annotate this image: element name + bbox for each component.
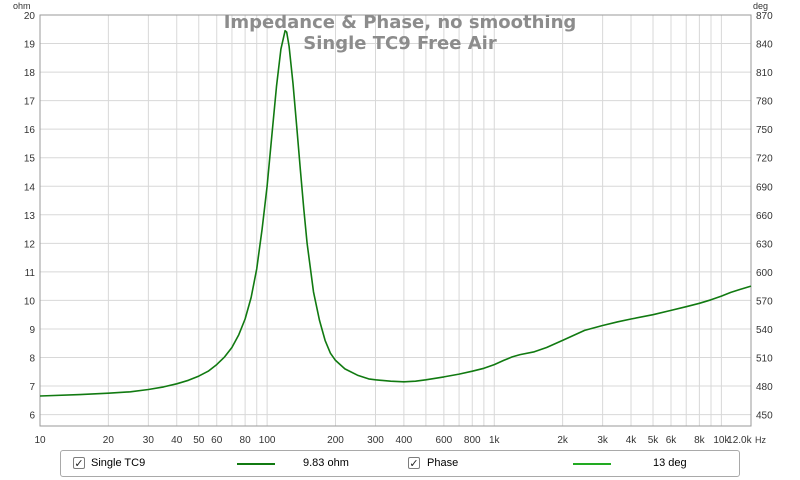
x-tick-label: 80 [240, 435, 252, 446]
legend-item-phase: ✓ Phase 13 deg [401, 451, 741, 476]
y-left-tick-label: 16 [24, 125, 36, 136]
y-axis-left-ticks: 6 7 8 9 10 11 12 13 14 15 16 17 18 19 20 [24, 11, 36, 422]
x-tick-label: 10 [34, 435, 46, 446]
y-right-tick-label: 750 [756, 125, 773, 136]
x-axis-unit: Hz [755, 435, 766, 445]
legend-item-impedance: ✓ Single TC9 9.83 ohm [61, 451, 401, 476]
grid [39, 14, 751, 426]
y-right-tick-label: 690 [756, 182, 773, 193]
y-left-tick-label: 18 [24, 68, 36, 79]
y-right-tick-label: 840 [756, 40, 773, 51]
x-tick-label: 200 [327, 435, 344, 446]
x-tick-label: 600 [436, 435, 453, 446]
x-axis-ticks: 10 20 30 40 50 60 80 100 200 300 400 600 800 1k 2k 3k 4k… [34, 435, 752, 446]
y-left-tick-label: 12 [24, 239, 36, 250]
x-tick-label: 300 [367, 435, 384, 446]
x-tick-label: 20 [103, 435, 115, 446]
y-right-tick-label: 630 [756, 239, 773, 250]
chart-subtitle: Single TC9 Free Air [303, 33, 497, 54]
phase-checkbox[interactable]: ✓ [408, 457, 420, 470]
y-right-tick-label: 660 [756, 211, 773, 222]
y-left-tick-label: 8 [29, 354, 35, 365]
y-left-tick-label: 13 [24, 211, 36, 222]
y-left-tick-label: 14 [24, 182, 36, 193]
x-tick-label: 10k [713, 435, 730, 446]
y-right-tick-label: 570 [756, 296, 773, 307]
x-tick-label: 6k [666, 435, 678, 446]
legend-swatch-phase [573, 463, 611, 465]
x-tick-label: 3k [597, 435, 609, 446]
y-left-tick-label: 7 [29, 382, 35, 393]
x-tick-label: 4k [626, 435, 638, 446]
x-tick-label: 2k [557, 435, 569, 446]
y-left-tick-label: 11 [25, 268, 36, 279]
y-left-tick-label: 19 [24, 40, 36, 51]
y-axis-left-unit: ohm [13, 1, 31, 11]
series-layer [39, 29, 752, 397]
y-left-tick-label: 9 [29, 325, 35, 336]
y-right-tick-label: 480 [756, 382, 773, 393]
x-tick-label: 60 [211, 435, 223, 446]
x-tick-label: 30 [143, 435, 155, 446]
x-tick-label: 5k [648, 435, 660, 446]
impedance-checkbox[interactable]: ✓ [73, 457, 85, 470]
x-tick-label: 50 [193, 435, 205, 446]
y-axis-right-unit: deg [753, 1, 768, 11]
legend: ✓ Single TC9 9.83 ohm ✓ Phase 13 deg [60, 450, 740, 477]
x-tick-label: 800 [464, 435, 481, 446]
chart-title: Impedance & Phase, no smoothing [224, 12, 577, 33]
y-right-tick-label: 450 [756, 411, 773, 422]
x-tick-label: 100 [259, 435, 276, 446]
series-line-impedance [39, 29, 752, 397]
y-left-tick-label: 17 [24, 97, 36, 108]
impedance-chart: 10 20 30 40 50 60 80 100 200 300 400 600 800 1k 2k 3k 4k… [13, 1, 773, 446]
x-tick-label: 400 [396, 435, 413, 446]
x-tick-label: 1k [489, 435, 501, 446]
y-left-tick-label: 20 [24, 11, 36, 22]
y-right-tick-label: 600 [756, 268, 773, 279]
y-left-tick-label: 6 [29, 411, 35, 422]
y-left-tick-label: 15 [24, 154, 36, 165]
y-left-tick-label: 10 [24, 296, 36, 307]
y-right-tick-label: 510 [756, 354, 773, 365]
plot-frame [39, 14, 752, 427]
y-axis-right-ticks: 450 480 510 540 570 600 630 660 690 720 750 780 810 8… [756, 11, 773, 422]
y-right-tick-label: 540 [756, 325, 773, 336]
legend-name-impedance: Single TC9 [91, 457, 146, 469]
x-tick-label: 40 [171, 435, 183, 446]
y-right-tick-label: 720 [756, 154, 773, 165]
legend-value-impedance: 9.83 ohm [303, 457, 349, 469]
legend-value-phase: 13 deg [653, 457, 687, 469]
legend-swatch-impedance [237, 463, 275, 465]
x-tick-label: 8k [694, 435, 706, 446]
y-right-tick-label: 810 [756, 68, 773, 79]
y-right-tick-label: 870 [756, 11, 773, 22]
legend-name-phase: Phase [427, 457, 459, 469]
x-tick-label: 12.0k [727, 435, 752, 446]
y-right-tick-label: 780 [756, 97, 773, 108]
